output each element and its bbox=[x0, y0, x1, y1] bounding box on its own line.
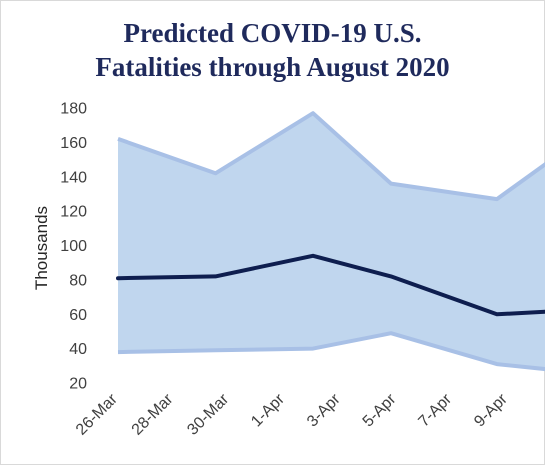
y-tick-label: 80 bbox=[69, 272, 87, 289]
x-axis: 26-Mar 28-Mar 30-Mar 1-Apr 3-Apr 5-Apr 7-Apr 9-… bbox=[73, 390, 511, 438]
x-tick-label: 1-Apr bbox=[248, 390, 288, 430]
x-tick-label: 28-Mar bbox=[129, 390, 177, 438]
y-tick-label: 20 bbox=[69, 376, 87, 393]
y-tick-label: 60 bbox=[69, 307, 87, 324]
band-upper-edge bbox=[117, 111, 545, 202]
x-tick-label: 26-Mar bbox=[73, 390, 121, 438]
y-axis-title: Thousands bbox=[32, 206, 51, 290]
band-area bbox=[118, 113, 545, 370]
mid-line bbox=[116, 253, 545, 317]
chart-title-line-1: Predicted COVID-19 U.S. bbox=[123, 18, 422, 48]
x-tick-label: 5-Apr bbox=[360, 390, 400, 430]
x-tick-label: 9-Apr bbox=[471, 390, 511, 430]
chart-title-line-2: Fatalities through August 2020 bbox=[95, 52, 450, 82]
y-tick-label: 100 bbox=[60, 238, 87, 255]
y-tick-label: 140 bbox=[60, 169, 87, 186]
y-axis: 20 40 60 80 100 120 140 160 180 bbox=[60, 101, 87, 393]
x-tick-label: 3-Apr bbox=[304, 390, 344, 430]
chart-title: Predicted COVID-19 U.S. Fatalities throu… bbox=[0, 16, 545, 84]
y-tick-label: 120 bbox=[60, 204, 87, 221]
prediction-line bbox=[116, 253, 545, 317]
y-tick-label: 160 bbox=[60, 135, 87, 152]
x-tick-label: 7-Apr bbox=[415, 390, 455, 430]
x-tick-label: 30-Mar bbox=[184, 390, 232, 438]
prediction-band bbox=[117, 111, 545, 372]
band-lower-edge bbox=[117, 331, 545, 372]
y-tick-label: 40 bbox=[69, 341, 87, 358]
y-tick-label: 180 bbox=[60, 101, 87, 118]
